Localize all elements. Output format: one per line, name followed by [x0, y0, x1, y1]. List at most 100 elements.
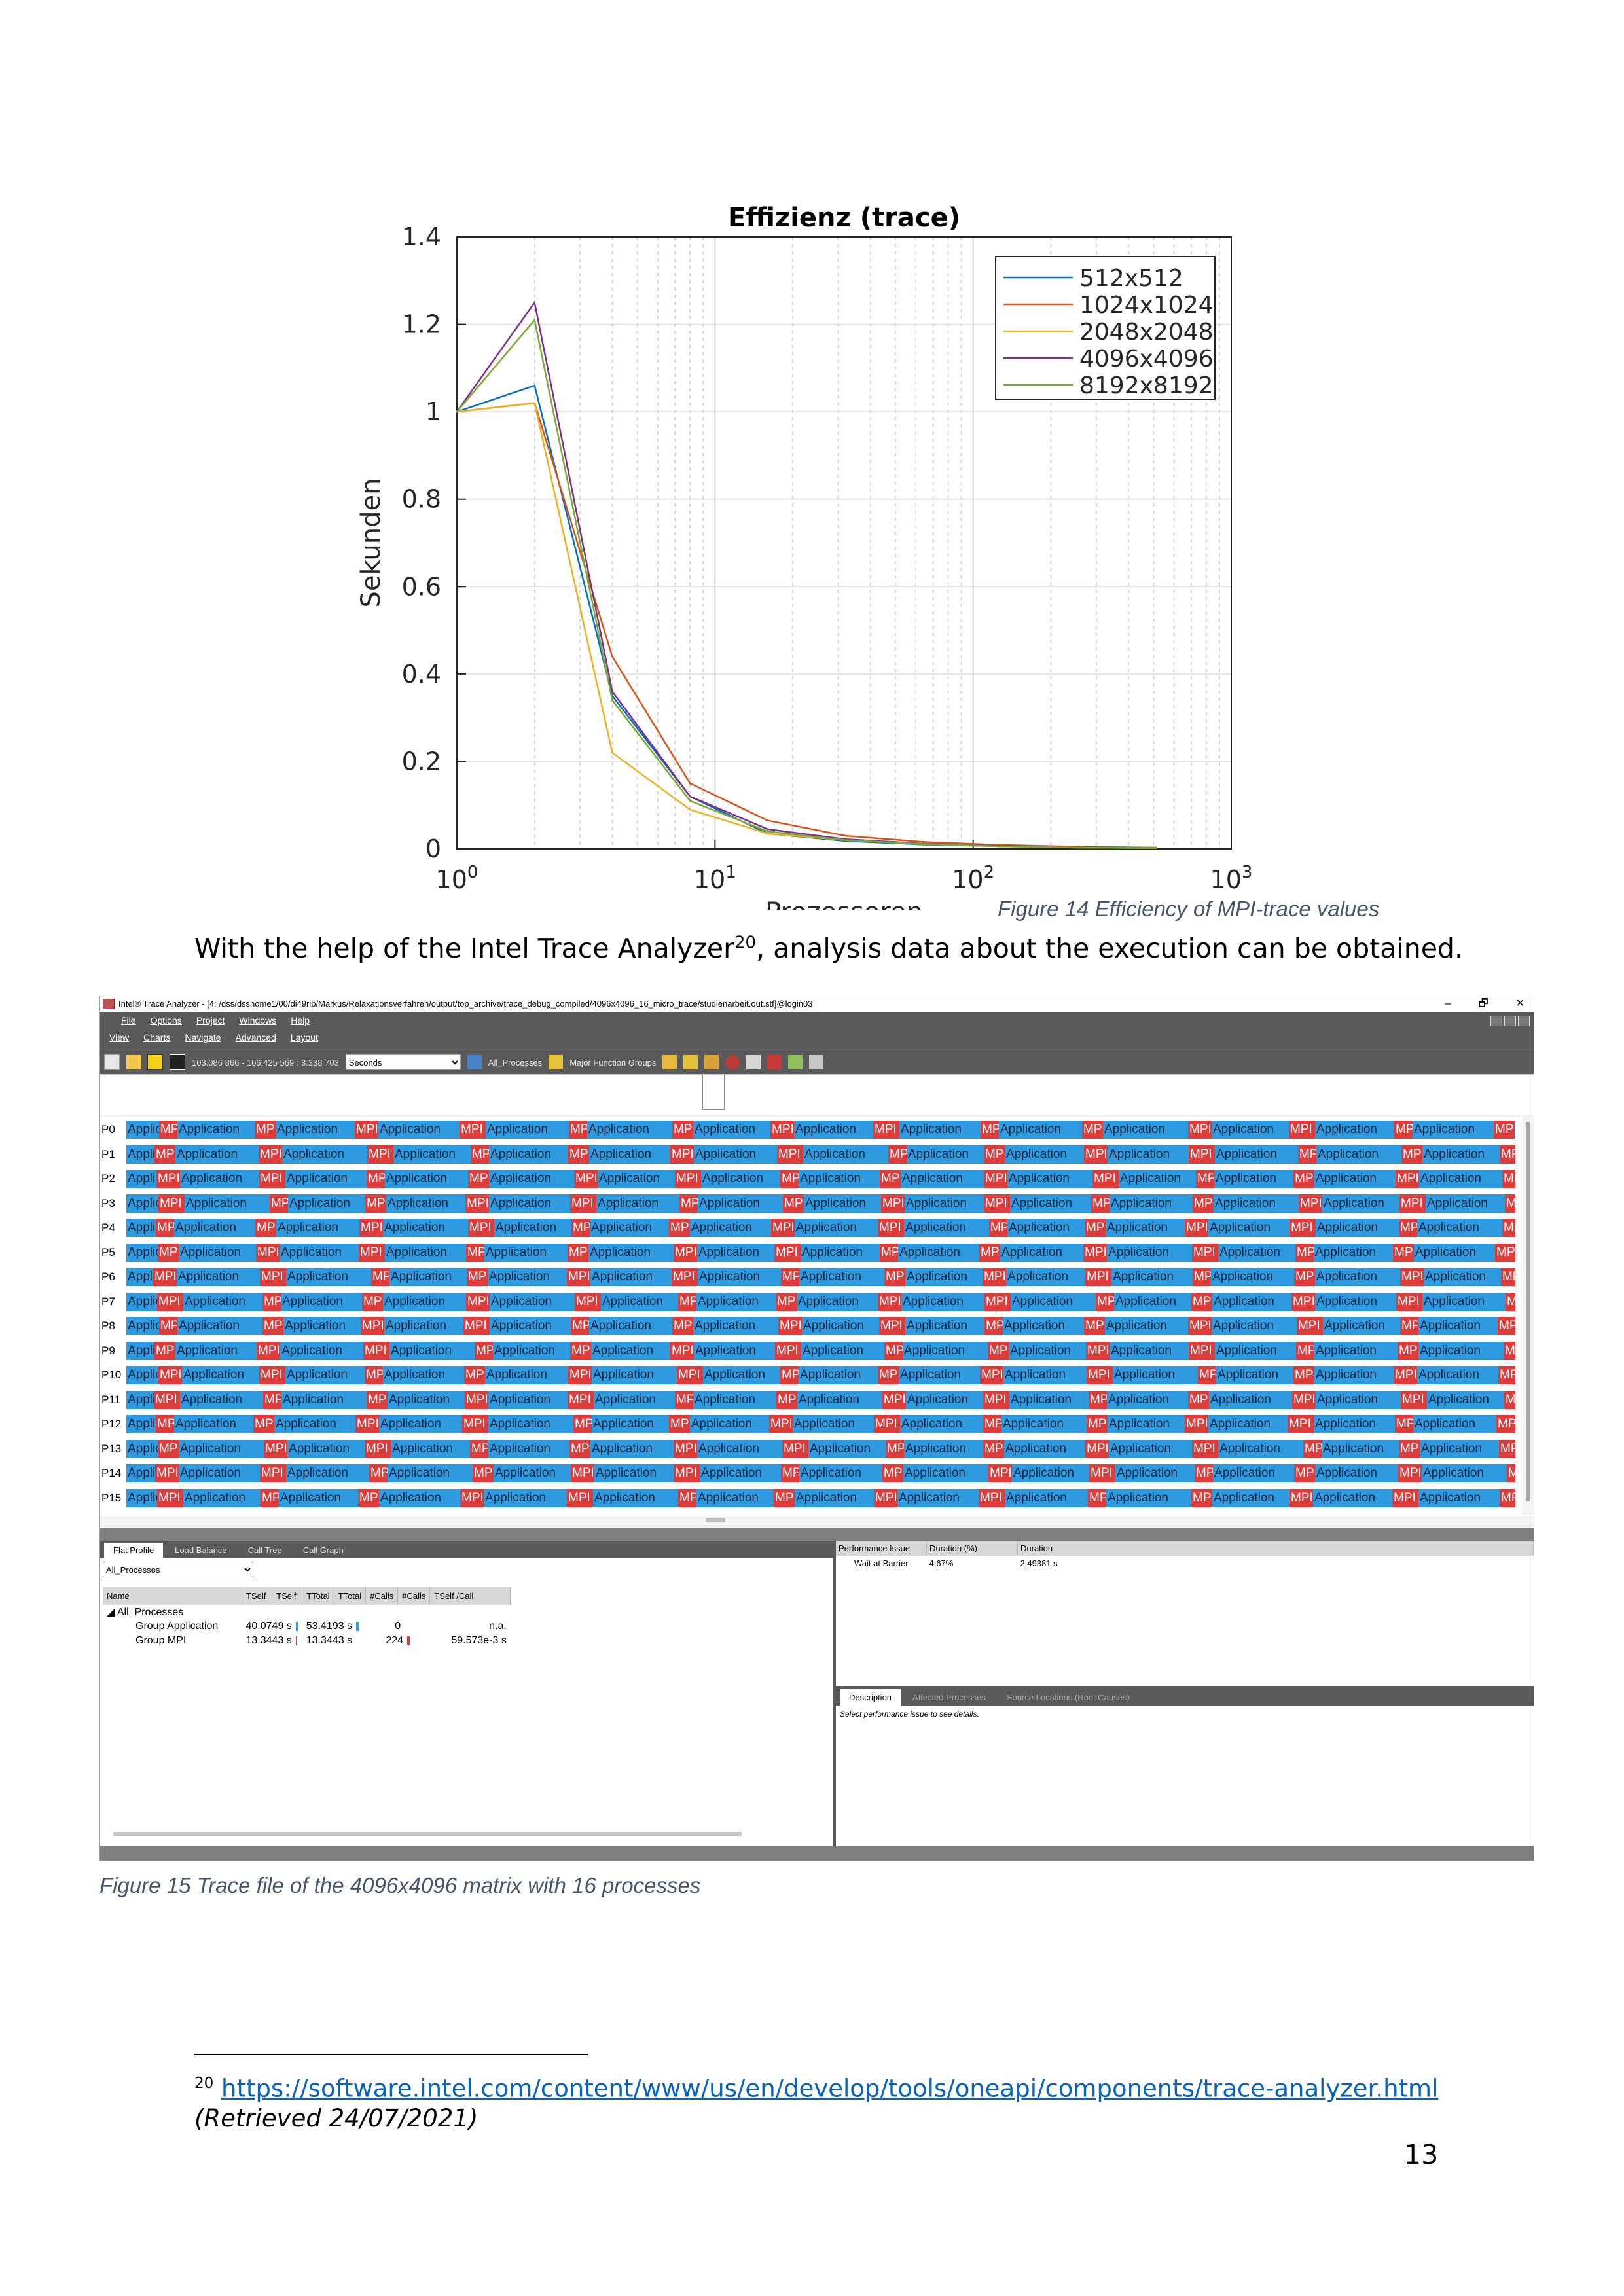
application-segment[interactable]: Application: [389, 1268, 467, 1286]
application-segment[interactable]: Application: [1208, 1415, 1288, 1433]
mpi-segment[interactable]: MPI: [355, 1121, 378, 1139]
application-segment[interactable]: Application: [1216, 1366, 1293, 1384]
mpi-segment[interactable]: MPI: [1399, 1439, 1420, 1458]
mpi-segment[interactable]: MPI: [256, 1243, 280, 1262]
col-tself-per-call[interactable]: TSelf /Call: [429, 1587, 511, 1605]
mpi-segment[interactable]: MPI: [1288, 1415, 1314, 1433]
application-segment[interactable]: Application: [596, 1194, 679, 1213]
mpi-segment[interactable]: MPI: [675, 1390, 693, 1409]
application-segment[interactable]: Application: [693, 1317, 778, 1335]
mpi-segment[interactable]: MPI: [460, 1121, 486, 1139]
mpi-segment[interactable]: MPI: [878, 1219, 904, 1237]
application-segment[interactable]: Application: [385, 1243, 466, 1262]
mpi-segment[interactable]: MPI: [475, 1341, 493, 1360]
process-bar[interactable]: ApplicationMPIApplicationMPIApplicationM…: [126, 1464, 1515, 1482]
mpi-segment[interactable]: MPI: [984, 1194, 1010, 1213]
mpi-segment[interactable]: MPI: [873, 1121, 899, 1139]
application-segment[interactable]: Application: [126, 1341, 154, 1360]
mpi-segment[interactable]: MPI: [874, 1488, 897, 1507]
footnote-ref[interactable]: 20: [734, 933, 757, 953]
col-calls-bar[interactable]: #Calls: [397, 1587, 431, 1605]
application-segment[interactable]: Application: [1314, 1366, 1394, 1384]
application-segment[interactable]: Application: [1011, 1292, 1096, 1311]
mpi-segment[interactable]: MPI: [367, 1145, 393, 1164]
application-segment[interactable]: Application: [484, 1488, 567, 1507]
mpi-segment[interactable]: MPI: [471, 1145, 489, 1164]
application-segment[interactable]: Application: [1413, 1415, 1496, 1433]
application-segment[interactable]: Application: [1314, 1415, 1395, 1433]
tab-affected-processes[interactable]: Affected Processes: [912, 1693, 986, 1702]
mpi-segment[interactable]: MPI: [774, 1488, 795, 1507]
application-segment[interactable]: Application: [1418, 1488, 1500, 1507]
mpi-segment[interactable]: MPI: [1399, 1219, 1417, 1237]
application-segment[interactable]: Application: [385, 1170, 468, 1188]
application-segment[interactable]: Application: [486, 1121, 569, 1139]
mpi-segment[interactable]: MPI: [769, 1415, 793, 1433]
mpi-segment[interactable]: MPI: [1290, 1219, 1316, 1237]
process-row[interactable]: P6ApplicationMPIApplicationMPIApplicatio…: [100, 1265, 1534, 1289]
mpi-segment[interactable]: MPI: [1192, 1439, 1218, 1458]
application-segment[interactable]: Application: [589, 1317, 672, 1335]
application-segment[interactable]: Application: [1315, 1268, 1400, 1286]
process-row[interactable]: P11ApplicationMPIApplicationMPIApplicati…: [100, 1388, 1534, 1412]
application-segment[interactable]: Application: [592, 1415, 669, 1433]
application-segment[interactable]: Application: [174, 1415, 253, 1433]
mpi-segment[interactable]: MPI: [878, 1292, 901, 1311]
mpi-segment[interactable]: MPI: [371, 1268, 389, 1286]
application-segment[interactable]: Application: [1418, 1341, 1504, 1360]
mpi-segment[interactable]: MPI: [568, 1366, 592, 1384]
application-segment[interactable]: Application: [279, 1488, 358, 1507]
menu-help[interactable]: Help: [291, 1015, 310, 1026]
application-segment[interactable]: Application: [901, 1170, 984, 1188]
application-segment[interactable]: Application: [1111, 1268, 1193, 1286]
application-segment[interactable]: Application: [803, 1145, 888, 1164]
application-segment[interactable]: Application: [1218, 1243, 1295, 1262]
footnote-link[interactable]: https://software.intel.com/content/www/u…: [221, 2074, 1439, 2103]
application-segment[interactable]: Application: [1001, 1415, 1087, 1433]
mpi-segment[interactable]: MPI: [466, 1292, 490, 1311]
mpi-segment[interactable]: MPI: [1504, 1341, 1515, 1360]
tab-description[interactable]: Description: [840, 1689, 901, 1706]
col-ttotal-bar[interactable]: TTotal: [334, 1587, 367, 1605]
application-segment[interactable]: Application: [274, 1415, 355, 1433]
mpi-segment[interactable]: MPI: [783, 1194, 804, 1213]
application-segment[interactable]: Application: [795, 1488, 874, 1507]
mpi-segment[interactable]: MPI: [1498, 1366, 1515, 1384]
mpi-segment[interactable]: MPI: [669, 1219, 690, 1237]
mpi-segment[interactable]: MPI: [674, 1243, 697, 1262]
mpi-segment[interactable]: MPI: [1083, 1243, 1107, 1262]
application-segment[interactable]: Application: [286, 1268, 371, 1286]
mpi-segment[interactable]: MPI: [882, 1464, 903, 1482]
mpi-segment[interactable]: MPI: [1505, 1194, 1515, 1213]
mpi-segment[interactable]: MPI: [1193, 1268, 1211, 1286]
application-segment[interactable]: Application: [795, 1219, 878, 1237]
filter-icon[interactable]: [683, 1055, 698, 1069]
application-segment[interactable]: Application: [1005, 1488, 1088, 1507]
application-segment[interactable]: Application: [700, 1464, 781, 1482]
application-segment[interactable]: Application: [591, 1341, 670, 1360]
application-segment[interactable]: Application: [1314, 1341, 1398, 1360]
application-segment[interactable]: Application: [126, 1292, 157, 1311]
mpi-segment[interactable]: MPI: [158, 1366, 182, 1384]
mpi-segment[interactable]: MPI: [874, 1415, 900, 1433]
mpi-segment[interactable]: MPI: [674, 1464, 700, 1482]
application-segment[interactable]: Application: [182, 1366, 259, 1384]
application-segment[interactable]: Application: [488, 1415, 573, 1433]
mpi-segment[interactable]: MPI: [777, 1145, 803, 1164]
application-segment[interactable]: Application: [126, 1145, 154, 1164]
mpi-segment[interactable]: MPI: [677, 1366, 703, 1384]
application-segment[interactable]: Application: [693, 1390, 776, 1409]
mpi-segment[interactable]: MPI: [359, 1219, 383, 1237]
mpi-segment[interactable]: MPI: [1195, 1464, 1213, 1482]
star-icon[interactable]: [704, 1055, 719, 1069]
mpi-segment[interactable]: MPI: [1502, 1219, 1515, 1237]
application-segment[interactable]: Application: [589, 1145, 670, 1164]
mpi-segment[interactable]: MPI: [878, 1366, 899, 1384]
mpi-segment[interactable]: MPI: [259, 1145, 282, 1164]
application-segment[interactable]: Application: [1413, 1121, 1494, 1139]
col-ttotal[interactable]: TTotal: [302, 1587, 334, 1605]
mpi-segment[interactable]: MPI: [1401, 1145, 1422, 1164]
process-row[interactable]: P10ApplicationMPIApplicationMPIApplicati…: [100, 1363, 1534, 1387]
application-segment[interactable]: Application: [488, 1390, 568, 1409]
mpi-segment[interactable]: MPI: [1088, 1488, 1106, 1507]
